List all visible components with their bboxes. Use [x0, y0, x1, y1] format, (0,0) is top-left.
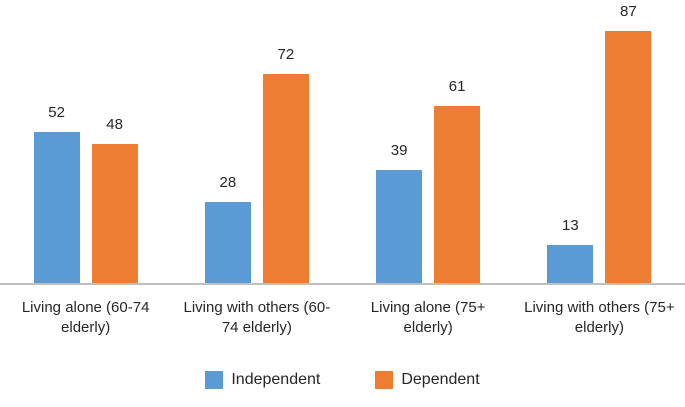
value-label: 39	[390, 142, 408, 159]
x-axis-label-text: Living with others (60-74 elderly)	[183, 299, 331, 336]
legend-label-dependent: Dependent	[401, 371, 480, 388]
bar-independent	[376, 170, 423, 283]
value-label: 13	[562, 217, 579, 234]
bar-dependent	[91, 144, 138, 283]
bar-dependent	[262, 74, 309, 283]
legend: Independent Dependent	[0, 371, 685, 389]
bar-independent	[204, 202, 251, 283]
legend-swatch-dependent-icon	[375, 371, 394, 389]
bar-group: 28 72	[171, 0, 342, 283]
bar-group: 39 61	[343, 0, 514, 283]
bar-column: 52	[33, 104, 80, 283]
x-axis-label: Living alone (60-74 elderly)	[0, 298, 171, 338]
bar-column: 13	[547, 217, 594, 283]
x-axis-label-text: Living alone (75+ elderly)	[370, 299, 486, 336]
value-label: 52	[48, 104, 65, 121]
value-label: 61	[448, 78, 466, 95]
value-label: 87	[620, 3, 637, 20]
bar-group: 52 48	[0, 0, 171, 283]
value-label: 28	[219, 174, 237, 191]
value-label: 48	[106, 116, 123, 133]
bar-dependent	[605, 31, 652, 283]
bar-column: 87	[605, 3, 652, 283]
bar-column: 72	[262, 46, 309, 283]
bar-dependent	[434, 106, 481, 283]
value-label: 72	[277, 46, 295, 63]
bar-independent	[33, 132, 80, 283]
x-axis-label-text: Living alone (60-74 elderly)	[21, 299, 150, 336]
x-axis-label: Living alone (75+ elderly)	[343, 298, 514, 338]
x-axis-label: Living with others (60-74 elderly)	[171, 298, 342, 338]
x-axis-label-text: Living with others (75+ elderly)	[524, 299, 675, 336]
bar-column: 48	[91, 116, 138, 283]
bar-independent	[547, 245, 594, 283]
x-axis-label: Living with others (75+ elderly)	[514, 298, 685, 338]
legend-item-dependent: Dependent	[375, 371, 480, 389]
x-axis: Living alone (60-74 elderly) Living with …	[0, 298, 685, 338]
bar-column: 28	[204, 174, 251, 283]
plot-area: 52 48 28 72 39 61 13 87	[0, 0, 685, 285]
legend-item-independent: Independent	[205, 371, 320, 389]
bar-group: 13 87	[514, 0, 685, 283]
legend-swatch-independent-icon	[205, 371, 224, 389]
bar-column: 39	[376, 142, 423, 283]
legend-label-independent: Independent	[231, 371, 321, 388]
bar-column: 61	[434, 78, 481, 283]
